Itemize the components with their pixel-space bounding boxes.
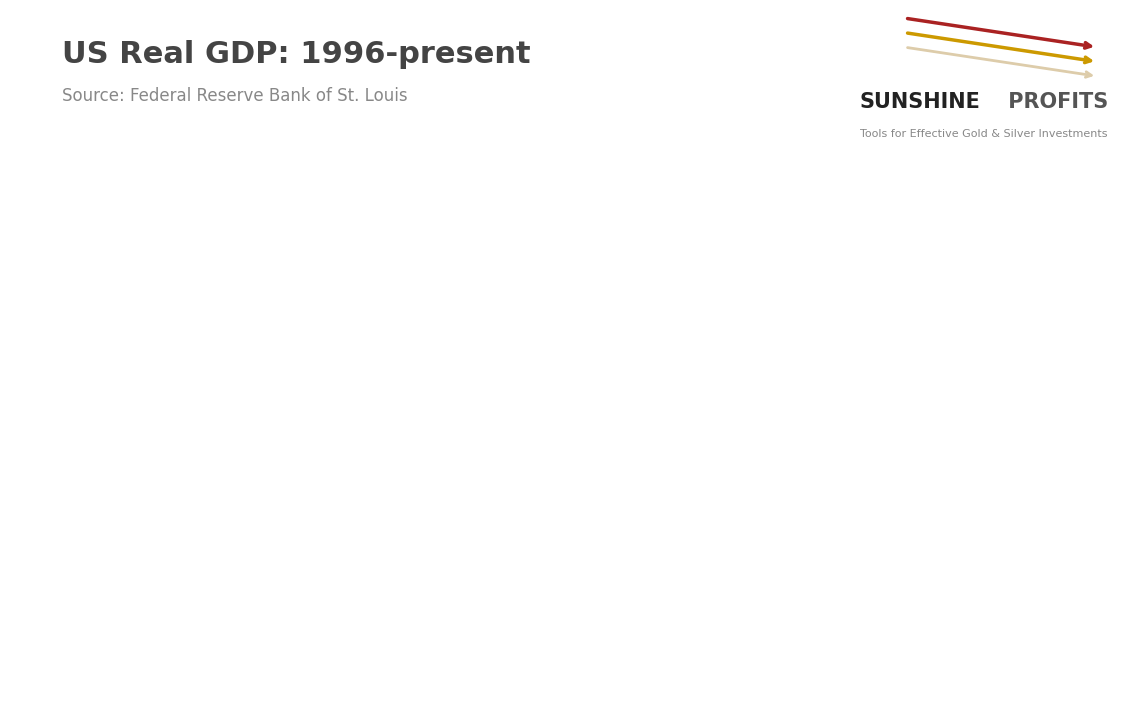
- Text: US Real GDP: 1996-present: US Real GDP: 1996-present: [62, 40, 530, 69]
- Text: Tools for Effective Gold & Silver Investments: Tools for Effective Gold & Silver Invest…: [860, 129, 1107, 139]
- Text: SUNSHINE: SUNSHINE: [860, 91, 981, 112]
- Bar: [330, 404, 365, 560]
- Text: Source: Federal Reserve Bank of St. Louis: Source: Federal Reserve Bank of St. Loui…: [62, 87, 408, 105]
- Bar: [615, 247, 690, 404]
- Text: PROFITS: PROFITS: [1001, 91, 1108, 112]
